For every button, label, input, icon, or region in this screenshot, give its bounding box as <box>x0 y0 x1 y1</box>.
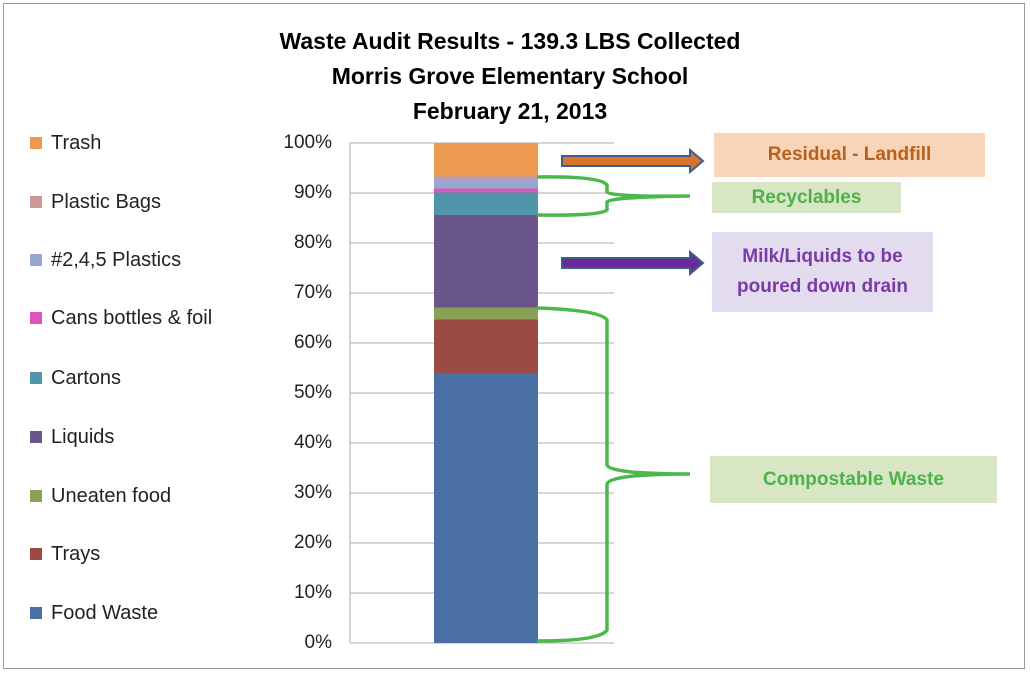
legend-label: Food Waste <box>51 602 159 624</box>
chart-frame <box>3 3 1025 669</box>
legend-swatch <box>30 372 42 384</box>
legend-label: Cartons <box>51 367 122 389</box>
legend-swatch <box>30 431 42 443</box>
annotation-compostable-text: Compostable Waste <box>763 468 944 490</box>
chart-title-line-2: Morris Grove Elementary School <box>331 63 689 89</box>
y-tick-label: 60% <box>293 332 332 353</box>
y-tick-label: 30% <box>293 482 332 503</box>
annotation-compostable: Compostable Waste <box>710 456 997 503</box>
bar-segment-plastic-bags <box>434 175 538 180</box>
chart-title-line-1: Waste Audit Results - 139.3 LBS Collecte… <box>279 28 741 54</box>
legend-swatch <box>30 196 42 208</box>
bracket-compostable <box>536 306 691 643</box>
legend-swatch <box>30 137 42 149</box>
legend-label: Cans bottles & foil <box>51 307 213 329</box>
legend-item: Uneaten food <box>30 481 171 512</box>
bar-segment-cans-bottles-foil <box>434 188 538 193</box>
legend-label: #2,4,5 Plastics <box>51 249 182 271</box>
legend-item: #2,4,5 Plastics <box>30 245 181 276</box>
annotation-recyclables: Recyclables <box>712 182 901 213</box>
y-tick-label: 0% <box>304 632 332 653</box>
legend-swatch <box>30 607 42 619</box>
bracket-recyclables <box>536 175 691 217</box>
bar-segment--2-4-5-plastics <box>434 179 538 189</box>
legend-swatch <box>30 490 42 502</box>
y-tick-label: 90% <box>293 182 332 203</box>
arrow-liquids <box>561 249 705 277</box>
legend-swatch <box>30 548 42 560</box>
legend-label: Uneaten food <box>51 485 172 507</box>
legend-item: Plastic Bags <box>30 187 161 218</box>
y-tick-label: 100% <box>283 132 332 153</box>
legend-label: Trash <box>51 132 102 154</box>
legend-item: Trash <box>30 128 101 159</box>
bar-segment-cartons <box>434 192 538 215</box>
chart-title-line-3: February 21, 2013 <box>412 98 608 124</box>
legend-label: Trays <box>51 543 101 565</box>
annotation-recyclables-text: Recyclables <box>751 186 862 208</box>
annotation-liquids-text: Milk/Liquids to be poured down drain <box>737 246 908 297</box>
legend-item: Liquids <box>30 422 114 453</box>
bar-segment-food-waste <box>434 373 538 643</box>
y-tick-label: 80% <box>293 232 332 253</box>
legend-item: Cans bottles & foil <box>30 303 241 334</box>
annotation-landfill: Residual - Landfill <box>714 133 985 177</box>
y-tick-label: 70% <box>293 282 332 303</box>
legend-item: Cartons <box>30 363 121 394</box>
bar-segment-liquids <box>434 215 538 308</box>
bar-segment-trash <box>434 143 538 175</box>
legend-label: Plastic Bags <box>51 191 162 213</box>
legend-swatch <box>30 254 42 266</box>
y-tick-label: 10% <box>293 582 332 603</box>
y-tick-label: 40% <box>293 432 332 453</box>
legend-item: Food Waste <box>30 598 158 629</box>
annotation-liquids: Milk/Liquids to be poured down drain <box>712 232 933 312</box>
bar-segment-trays <box>434 319 538 373</box>
legend-item: Trays <box>30 539 100 570</box>
legend-label: Liquids <box>51 426 115 448</box>
arrow-landfill <box>561 147 705 175</box>
bar-segment-uneaten-food <box>434 307 538 320</box>
y-tick-label: 20% <box>293 532 332 553</box>
legend-swatch <box>30 312 42 324</box>
annotation-landfill-text: Residual - Landfill <box>767 144 932 165</box>
y-tick-label: 50% <box>293 382 332 403</box>
